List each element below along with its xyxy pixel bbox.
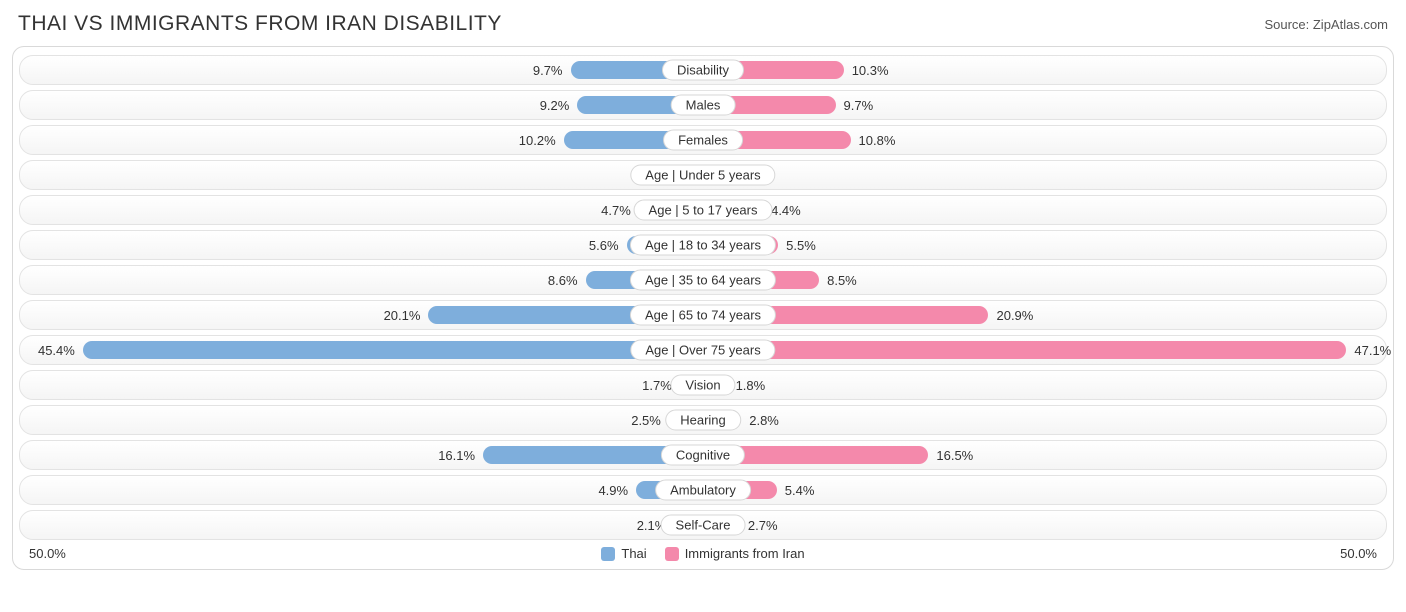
row-right-half: 1.0%: [703, 161, 1386, 189]
row-right-half: 16.5%: [703, 441, 1386, 469]
row-left-half: 45.4%: [20, 336, 703, 364]
row-category-badge: Age | 18 to 34 years: [630, 235, 776, 256]
row-right-half: 5.5%: [703, 231, 1386, 259]
row-right-half: 20.9%: [703, 301, 1386, 329]
bar-left-label: 20.1%: [384, 301, 429, 329]
bar-left-label: 9.7%: [533, 56, 571, 84]
axis-right-label: 50.0%: [1340, 546, 1377, 561]
bar-left: [83, 341, 703, 359]
legend-label-right: Immigrants from Iran: [685, 546, 805, 561]
row-right-half: 2.7%: [703, 511, 1386, 539]
row-left-half: 4.7%: [20, 196, 703, 224]
row-category-badge: Age | Over 75 years: [630, 340, 775, 361]
chart-title: THAI VS IMMIGRANTS FROM IRAN DISABILITY: [18, 12, 502, 36]
chart-row: 1.1%1.0%Age | Under 5 years: [19, 160, 1387, 190]
chart-row: 45.4% 47.1%Age | Over 75 years: [19, 335, 1387, 365]
row-right-half: 8.5%: [703, 266, 1386, 294]
bar-left-label: 16.1%: [438, 441, 483, 469]
bar-left-label: 10.2%: [519, 126, 564, 154]
row-category-badge: Self-Care: [661, 515, 746, 536]
row-category-badge: Age | 65 to 74 years: [630, 305, 776, 326]
legend-swatch-left: [601, 547, 615, 561]
chart-row: 2.1% 2.7%Self-Care: [19, 510, 1387, 540]
row-left-half: 9.2%: [20, 91, 703, 119]
bar-right-label: 9.7%: [836, 91, 874, 119]
bar-right-label: 2.8%: [741, 406, 779, 434]
row-right-half: 9.7%: [703, 91, 1386, 119]
bar-right-label: 47.1%: [1346, 336, 1391, 364]
bar-right-label: 5.5%: [778, 231, 816, 259]
bar-left-label: 45.4%: [38, 336, 83, 364]
row-right-half: 5.4%: [703, 476, 1386, 504]
row-left-half: 10.2%: [20, 126, 703, 154]
bar-left-label: 9.2%: [540, 91, 578, 119]
chart-rows: 9.7%10.3%Disability9.2%9.7%Males10.2%10.…: [19, 55, 1387, 540]
row-category-badge: Age | 5 to 17 years: [634, 200, 773, 221]
row-left-half: 16.1%: [20, 441, 703, 469]
row-right-half: 10.8%: [703, 126, 1386, 154]
chart-header: THAI VS IMMIGRANTS FROM IRAN DISABILITY …: [0, 0, 1406, 46]
legend-item-left: Thai: [601, 546, 646, 561]
row-left-half: 2.1%: [20, 511, 703, 539]
bar-right-label: 16.5%: [928, 441, 973, 469]
chart-row: 2.5% 2.8%Hearing: [19, 405, 1387, 435]
axis-left-label: 50.0%: [29, 546, 66, 561]
row-left-half: 20.1%: [20, 301, 703, 329]
bar-left-label: 8.6%: [548, 266, 586, 294]
legend: Thai Immigrants from Iran: [66, 546, 1340, 561]
row-left-half: 9.7%: [20, 56, 703, 84]
chart-row: 8.6% 8.5% Age | 35 to 64 years: [19, 265, 1387, 295]
row-left-half: 1.7%: [20, 371, 703, 399]
bar-left-label: 4.9%: [598, 476, 636, 504]
legend-label-left: Thai: [621, 546, 646, 561]
chart-row: 10.2% 10.8% Females: [19, 125, 1387, 155]
bar-right-label: 8.5%: [819, 266, 857, 294]
row-category-badge: Hearing: [665, 410, 741, 431]
bar-right-label: 2.7%: [740, 511, 778, 539]
row-category-badge: Disability: [662, 60, 744, 81]
bar-right-label: 10.3%: [844, 56, 889, 84]
bar-left-label: 2.5%: [631, 406, 669, 434]
row-right-half: 1.8%: [703, 371, 1386, 399]
chart-row: 4.9% 5.4% Ambulatory: [19, 475, 1387, 505]
chart-row: 9.7% 10.3% Disability: [19, 55, 1387, 85]
legend-swatch-right: [665, 547, 679, 561]
chart-row: 1.7%1.8%Vision: [19, 370, 1387, 400]
row-left-half: 8.6%: [20, 266, 703, 294]
bar-right-label: 10.8%: [851, 126, 896, 154]
row-right-half: 2.8%: [703, 406, 1386, 434]
legend-item-right: Immigrants from Iran: [665, 546, 805, 561]
row-category-badge: Cognitive: [661, 445, 745, 466]
row-category-badge: Males: [671, 95, 736, 116]
row-right-half: 10.3%: [703, 56, 1386, 84]
chart-row: 4.7%4.4%Age | 5 to 17 years: [19, 195, 1387, 225]
bar-left-label: 5.6%: [589, 231, 627, 259]
row-left-half: 4.9%: [20, 476, 703, 504]
bar-right-label: 20.9%: [988, 301, 1033, 329]
chart-row: 16.1% 16.5% Cognitive: [19, 440, 1387, 470]
chart-row: 5.6% 5.5%Age | 18 to 34 years: [19, 230, 1387, 260]
chart-row: 9.2% 9.7% Males: [19, 90, 1387, 120]
row-category-badge: Age | 35 to 64 years: [630, 270, 776, 291]
row-category-badge: Females: [663, 130, 743, 151]
row-category-badge: Age | Under 5 years: [630, 165, 775, 186]
bar-right: [703, 341, 1346, 359]
row-left-half: 2.5%: [20, 406, 703, 434]
row-left-half: 5.6%: [20, 231, 703, 259]
row-right-half: 47.1%: [703, 336, 1386, 364]
chart-footer: 50.0% Thai Immigrants from Iran 50.0%: [19, 540, 1387, 563]
row-category-badge: Vision: [670, 375, 735, 396]
chart-row: 20.1% 20.9% Age | 65 to 74 years: [19, 300, 1387, 330]
bar-right-label: 5.4%: [777, 476, 815, 504]
chart-container: 9.7%10.3%Disability9.2%9.7%Males10.2%10.…: [12, 46, 1394, 570]
row-category-badge: Ambulatory: [655, 480, 751, 501]
chart-source: Source: ZipAtlas.com: [1264, 17, 1388, 32]
row-right-half: 4.4%: [703, 196, 1386, 224]
row-left-half: 1.1%: [20, 161, 703, 189]
